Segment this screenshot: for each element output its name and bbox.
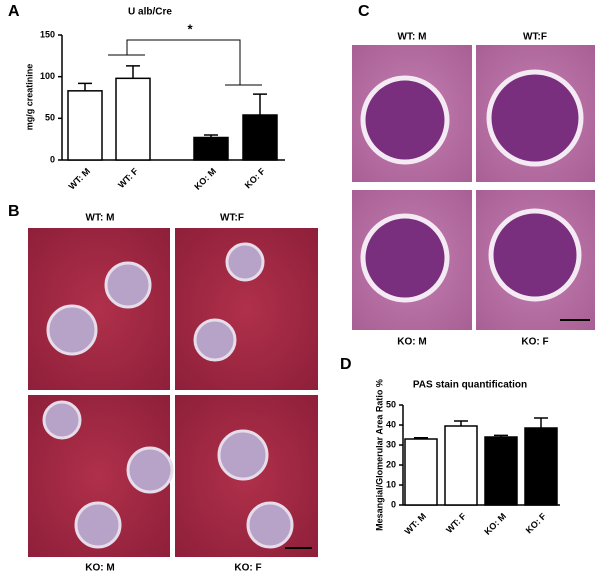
y-tick-label: 50 <box>386 399 396 409</box>
image-caption: KO: F <box>234 563 261 574</box>
pas-images <box>352 45 595 330</box>
y-tick-label: 100 <box>40 71 55 81</box>
significance-bracket <box>108 39 262 86</box>
panel-label: B <box>8 203 20 220</box>
bar <box>444 425 478 506</box>
y-tick-label: 0 <box>50 154 55 164</box>
y-tick-label: 30 <box>386 439 396 449</box>
y-tick-label: 10 <box>386 479 396 489</box>
panel-label: A <box>8 3 20 20</box>
x-tick-label: KO: F <box>243 166 268 191</box>
error-bar <box>494 434 508 437</box>
image-caption: KO: M <box>85 563 114 574</box>
y-tick-label: 0 <box>391 499 396 509</box>
bar <box>484 436 518 506</box>
chart-title: PAS stain quantification <box>413 380 527 391</box>
bar <box>404 438 438 506</box>
image-caption: WT:F <box>220 213 244 224</box>
y-axis-label: Mesangial/Glomerular Area Ratio % <box>374 379 384 531</box>
error-bar <box>414 437 428 439</box>
image-caption: KO: M <box>397 337 426 348</box>
x-tick-label: KO: M <box>482 511 508 537</box>
x-tick-label: WT: M <box>67 166 92 191</box>
image-caption: WT:F <box>523 32 547 43</box>
bar <box>524 427 558 506</box>
panel-label: C <box>358 3 370 20</box>
bar <box>193 136 229 161</box>
x-tick-label: WT: M <box>403 511 428 536</box>
error-bar <box>126 65 140 79</box>
error-bar <box>454 420 468 426</box>
y-tick-label: 40 <box>386 419 396 429</box>
image-caption: WT: M <box>86 213 115 224</box>
x-tick-label: WT: F <box>444 511 468 535</box>
x-tick-label: WT: F <box>116 166 140 190</box>
image-caption: KO: F <box>521 337 548 348</box>
chart-title: U alb/Cre <box>128 7 172 18</box>
y-tick-label: 150 <box>40 29 55 39</box>
bar <box>242 114 278 161</box>
bar <box>115 77 151 161</box>
error-bar <box>204 134 218 138</box>
significance-star: * <box>187 21 193 36</box>
x-tick-label: KO: F <box>524 511 549 536</box>
x-tick-label: KO: M <box>192 166 218 192</box>
y-tick-label: 50 <box>45 113 55 123</box>
trichrome-images <box>28 228 318 557</box>
image-caption: WT: M <box>398 32 427 43</box>
error-bar <box>253 93 267 115</box>
y-tick-label: 20 <box>386 459 396 469</box>
y-axis-label: mg/g creatinine <box>24 64 34 131</box>
panel-label: D <box>340 356 352 373</box>
error-bar <box>534 417 548 428</box>
bar <box>67 90 103 161</box>
error-bar <box>78 82 92 91</box>
